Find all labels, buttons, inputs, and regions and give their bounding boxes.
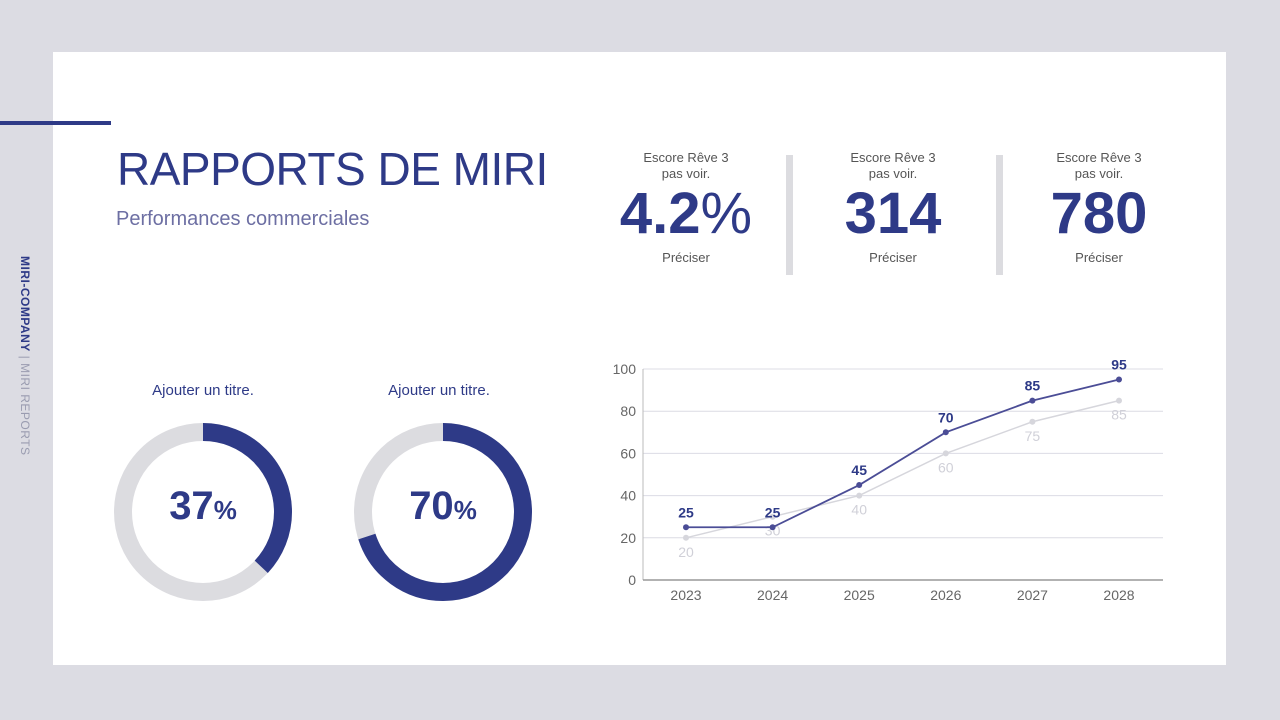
data-point — [1029, 418, 1036, 425]
side-label: MIRI-COMPANY | MIRI REPORTS — [18, 256, 32, 456]
y-tick-label: 0 — [628, 572, 636, 588]
x-tick-label: 2028 — [1103, 587, 1134, 603]
data-label: 45 — [851, 462, 867, 478]
accent-line — [0, 121, 111, 125]
data-label: 70 — [938, 409, 954, 425]
kpi-caption: Escore Rêve 3 — [1056, 150, 1142, 165]
donut-progress — [114, 423, 292, 601]
kpi-caption: Escore Rêve 3 — [643, 150, 729, 165]
y-tick-label: 100 — [613, 361, 637, 377]
data-label: 25 — [678, 504, 694, 520]
data-point — [1029, 397, 1036, 404]
divider — [996, 155, 1003, 275]
y-tick-label: 20 — [620, 530, 636, 546]
data-label: 75 — [1025, 428, 1041, 444]
data-point — [942, 450, 949, 457]
data-point — [942, 429, 949, 436]
data-point — [769, 524, 776, 531]
data-point — [1116, 376, 1122, 383]
kpi-card: Escore Rêve 3 pas voir. 780 Préciser — [999, 150, 1199, 266]
data-label: 85 — [1025, 378, 1041, 394]
y-tick-label: 80 — [620, 403, 636, 419]
slide-card — [53, 52, 1226, 665]
data-label: 85 — [1111, 407, 1127, 423]
kpi-value: 314 — [844, 181, 942, 246]
kpi-footer: Préciser — [869, 250, 917, 265]
data-point — [683, 534, 689, 541]
donut-title: Ajouter un titre. — [152, 382, 254, 399]
data-point — [769, 513, 776, 520]
kpi-caption: pas voir. — [868, 166, 918, 181]
kpi-caption: pas voir. — [661, 166, 711, 181]
kpi-card: Escore Rêve 3 pas voir. 314 Préciser — [793, 150, 993, 266]
data-point — [683, 524, 689, 531]
data-point — [856, 492, 863, 499]
data-label: 40 — [851, 502, 867, 518]
data-point — [856, 482, 863, 489]
data-label: 20 — [678, 544, 694, 560]
data-label: 95 — [1111, 357, 1127, 373]
kpi-caption: Escore Rêve 3 — [850, 150, 936, 165]
page-title: RAPPORTS DE MIRI — [117, 143, 548, 195]
data-label: 60 — [938, 459, 954, 475]
kpi-caption: pas voir. — [1074, 166, 1124, 181]
x-tick-label: 2025 — [844, 587, 875, 603]
kpi-card: Escore Rêve 3 pas voir. 4.2% Préciser — [586, 150, 786, 266]
y-tick-label: 40 — [620, 488, 636, 504]
series-line — [685, 399, 1120, 539]
series-line — [686, 378, 1120, 529]
data-label: 25 — [765, 504, 781, 520]
data-point — [1116, 397, 1122, 404]
x-tick-label: 2024 — [757, 587, 788, 603]
page-subtitle: Performances commerciales — [116, 208, 370, 230]
reports-label: MIRI REPORTS — [18, 363, 32, 456]
kpi-footer: Préciser — [1075, 250, 1123, 265]
x-tick-label: 2023 — [670, 587, 701, 603]
kpi-value: 4.2% — [619, 181, 753, 246]
x-tick-label: 2026 — [930, 587, 961, 603]
kpi-value: 780 — [1050, 181, 1148, 246]
donut-label: 70% — [409, 484, 477, 528]
divider — [786, 155, 793, 275]
y-tick-label: 60 — [620, 445, 636, 461]
donut-title: Ajouter un titre. — [388, 382, 490, 399]
donut-label: 37% — [169, 484, 237, 528]
brand-label: MIRI-COMPANY — [18, 256, 32, 352]
separator: | — [18, 351, 32, 364]
x-tick-label: 2027 — [1017, 587, 1048, 603]
donut-progress — [354, 423, 532, 601]
kpi-footer: Préciser — [662, 250, 710, 265]
